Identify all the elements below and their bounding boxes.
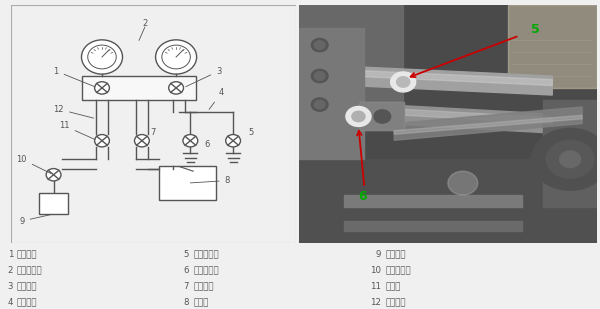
Text: 12: 12: [53, 105, 94, 118]
Text: 7: 7: [151, 129, 156, 138]
Circle shape: [311, 98, 328, 111]
Polygon shape: [299, 68, 552, 86]
Bar: [344, 195, 523, 207]
Text: 8: 8: [184, 298, 189, 307]
Text: 6: 6: [205, 140, 210, 149]
Text: 管路压力表: 管路压力表: [17, 266, 43, 275]
Text: 12: 12: [370, 298, 381, 307]
Text: 1: 1: [8, 250, 13, 259]
Circle shape: [95, 134, 109, 147]
Text: 充注软管: 充注软管: [385, 298, 406, 307]
Text: 10: 10: [370, 266, 381, 275]
Circle shape: [346, 107, 371, 126]
Bar: [40, 193, 68, 214]
Text: 高压充注阀: 高压充注阀: [193, 266, 219, 275]
Circle shape: [82, 40, 122, 74]
Text: 4: 4: [8, 298, 13, 307]
Circle shape: [532, 128, 600, 190]
Circle shape: [560, 151, 581, 167]
FancyBboxPatch shape: [360, 102, 404, 131]
Circle shape: [314, 72, 325, 80]
Text: 高压侧阀: 高压侧阀: [17, 250, 37, 259]
Circle shape: [314, 41, 325, 49]
Bar: [299, 159, 597, 243]
Polygon shape: [394, 115, 582, 134]
Text: 制冷剂罐: 制冷剂罐: [385, 250, 406, 259]
Text: 9: 9: [376, 250, 381, 259]
Text: 8: 8: [190, 176, 230, 185]
Text: 2: 2: [142, 19, 148, 28]
Circle shape: [448, 171, 478, 195]
Circle shape: [391, 72, 416, 92]
Text: 低压充注阀: 低压充注阀: [193, 250, 219, 259]
Text: 5: 5: [249, 129, 254, 138]
Circle shape: [547, 140, 594, 178]
Text: 充注软管: 充注软管: [17, 298, 37, 307]
Text: 低压侧阀: 低压侧阀: [17, 282, 37, 291]
Polygon shape: [299, 64, 552, 95]
Bar: [508, 5, 597, 88]
Text: 11: 11: [59, 121, 95, 140]
Text: 5: 5: [532, 23, 540, 36]
Text: 6: 6: [184, 266, 189, 275]
Text: 3: 3: [186, 67, 221, 87]
Circle shape: [397, 77, 410, 87]
Text: 4: 4: [209, 88, 224, 109]
Text: 11: 11: [370, 282, 381, 291]
Text: 适配阀: 适配阀: [385, 282, 401, 291]
Circle shape: [311, 38, 328, 52]
Bar: [344, 221, 523, 231]
Circle shape: [162, 45, 190, 69]
Bar: [82, 76, 196, 100]
Text: 7: 7: [184, 282, 189, 291]
Bar: [299, 5, 403, 112]
Polygon shape: [394, 107, 582, 140]
Circle shape: [95, 82, 109, 94]
Text: 6: 6: [358, 190, 367, 203]
Circle shape: [88, 45, 116, 69]
Text: 1: 1: [53, 67, 95, 87]
Text: 2: 2: [8, 266, 13, 275]
Bar: [299, 28, 364, 159]
Circle shape: [134, 134, 149, 147]
Text: 真空泥: 真空泥: [193, 298, 209, 307]
Bar: [159, 167, 216, 200]
Polygon shape: [299, 100, 552, 133]
Text: 5: 5: [184, 250, 189, 259]
Text: 充注软管: 充注软管: [193, 282, 214, 291]
Circle shape: [374, 110, 391, 123]
Text: 制冷剂罐阀: 制冷剂罐阀: [385, 266, 411, 275]
Text: 10: 10: [17, 155, 51, 174]
Circle shape: [155, 40, 197, 74]
Circle shape: [314, 100, 325, 109]
Text: 9: 9: [19, 215, 51, 226]
Text: 3: 3: [8, 282, 13, 291]
Polygon shape: [299, 104, 552, 124]
Circle shape: [311, 69, 328, 83]
Circle shape: [183, 134, 198, 147]
Circle shape: [352, 111, 365, 122]
Circle shape: [226, 134, 241, 147]
Circle shape: [46, 169, 61, 181]
Bar: [544, 100, 597, 207]
Circle shape: [169, 82, 184, 94]
